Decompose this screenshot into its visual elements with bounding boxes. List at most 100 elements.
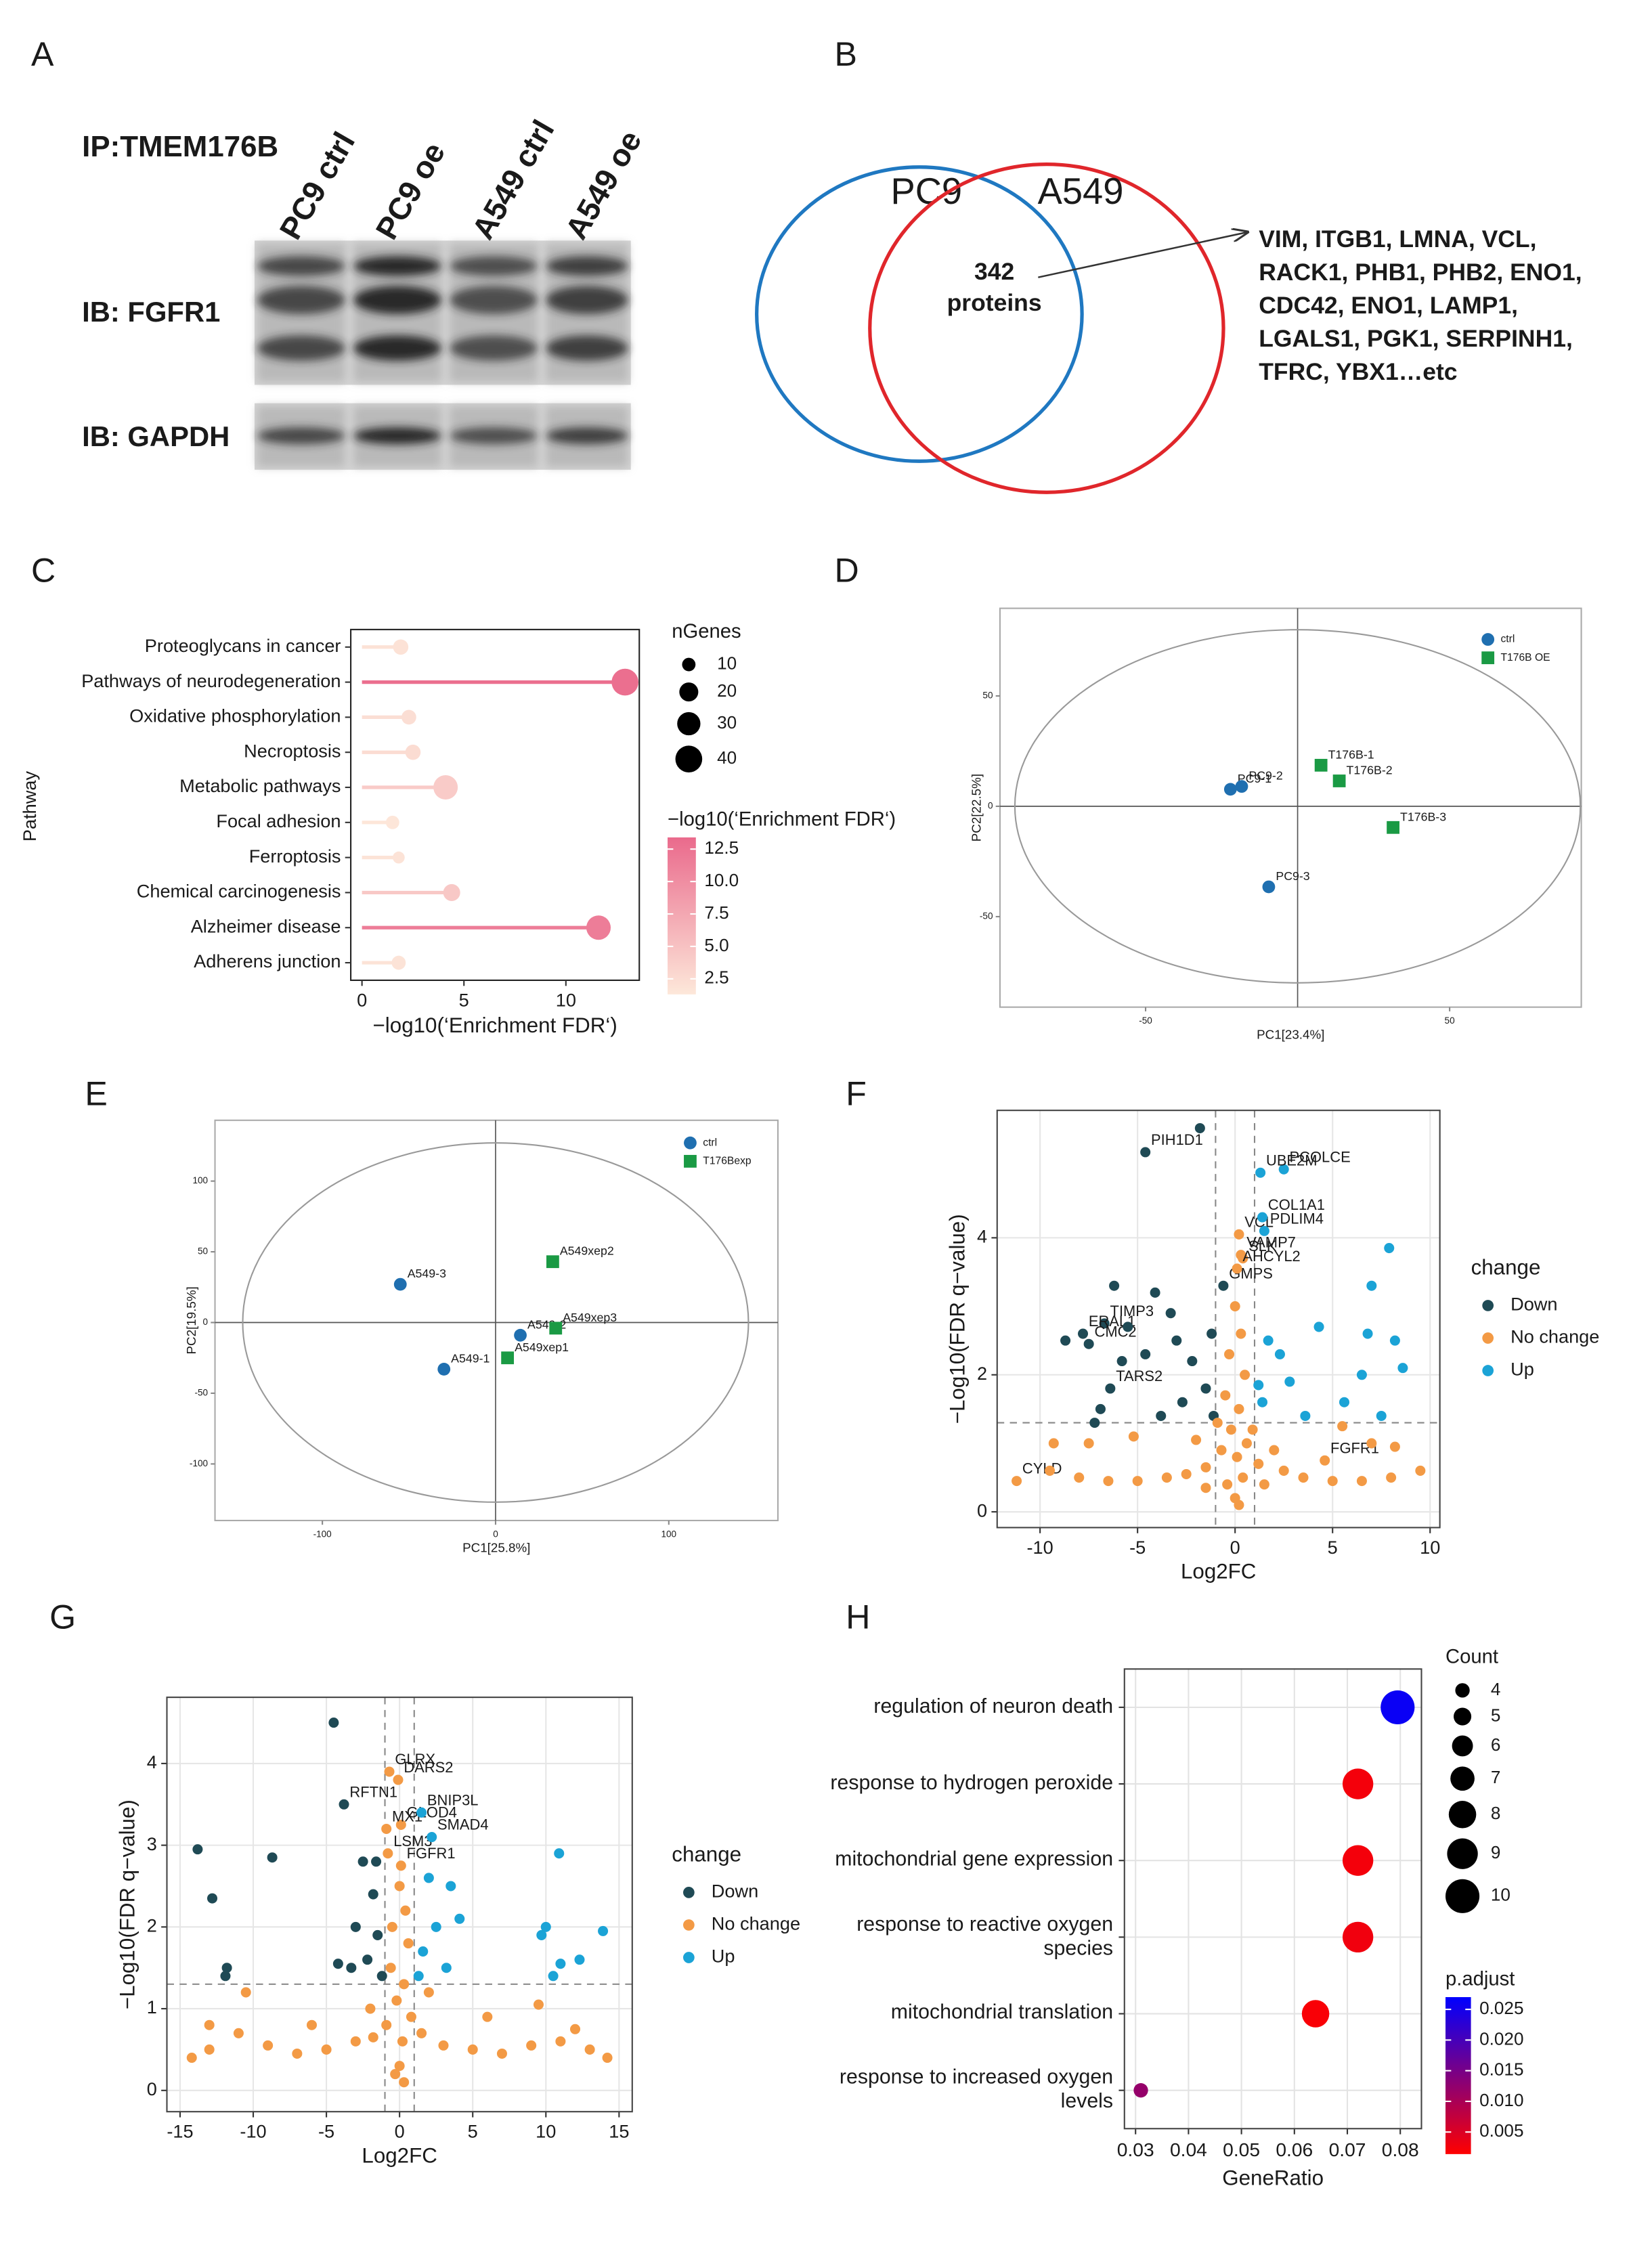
colorbar — [668, 837, 696, 995]
dot — [1133, 2083, 1148, 2098]
point-label: GLOD4 — [407, 1804, 457, 1821]
colorbar-tick-label: 0.010 — [1479, 2090, 1523, 2110]
arrow — [1038, 232, 1247, 278]
y-axis-title: PC2[19.5%] — [184, 1286, 198, 1354]
point-label: VAMP7 — [1246, 1234, 1296, 1251]
venn-circle — [755, 165, 1084, 463]
point — [306, 2019, 317, 2030]
point-label: BNIP3L — [427, 1791, 479, 1808]
point — [393, 1277, 407, 1291]
point — [1191, 1435, 1202, 1445]
size-legend-mark — [1454, 1707, 1472, 1726]
plot-frame — [350, 628, 640, 982]
point — [1257, 1212, 1268, 1223]
category-label: mitochondrial gene expression — [835, 1848, 1114, 1872]
point — [1103, 1476, 1114, 1487]
gene-list-line: TFRC, YBX1…etc — [1259, 358, 1457, 385]
point — [1253, 1458, 1264, 1469]
x-tick-label: 0.05 — [1223, 2139, 1260, 2160]
point — [376, 1971, 387, 1982]
point — [1238, 1253, 1248, 1264]
colorbar-tick-label: 0.015 — [1479, 2059, 1523, 2080]
blot-band — [353, 335, 441, 361]
point — [204, 2019, 215, 2030]
blot-band — [353, 256, 441, 276]
point — [1132, 1476, 1143, 1487]
blot-band — [450, 335, 538, 361]
legend-symbol — [684, 1136, 697, 1150]
point — [418, 1946, 429, 1957]
point — [400, 1905, 411, 1916]
category-label-box: mitochondrial translation — [891, 2002, 1113, 2024]
point — [1083, 1438, 1094, 1449]
blot-band — [546, 286, 628, 315]
point-label: AHCYL2 — [1242, 1248, 1300, 1265]
blot-band — [450, 256, 538, 276]
y-tick-label: 100 — [192, 1175, 208, 1185]
point — [1278, 1164, 1289, 1175]
lane-label: A549 oe — [558, 125, 648, 246]
point — [1161, 1472, 1172, 1483]
point — [1259, 1479, 1269, 1490]
size-legend-mark — [682, 657, 696, 672]
gene-list-line: VIM, ITGB1, LMNA, VCL, — [1259, 225, 1536, 253]
point — [501, 1351, 515, 1365]
row-label: IB: GAPDH — [82, 420, 230, 452]
category-label: response to hydrogen peroxide — [830, 1772, 1114, 1795]
x-tick-label: 0.08 — [1382, 2139, 1419, 2160]
point — [1230, 1301, 1240, 1312]
point — [423, 1873, 434, 1883]
point — [1274, 1349, 1285, 1359]
point — [267, 1852, 278, 1863]
point — [1247, 1424, 1258, 1435]
size-legend-mark — [679, 682, 699, 702]
plot-frame — [166, 1697, 633, 2113]
point — [390, 2069, 401, 2080]
point — [554, 1848, 565, 1859]
point — [1105, 1383, 1116, 1394]
point — [387, 1921, 397, 1932]
y-tick-label: 3 — [147, 1833, 157, 1854]
point — [1150, 1287, 1160, 1298]
lollipop-head — [586, 915, 611, 940]
category-label-box: response to increased oxygen levels — [840, 2067, 1113, 2113]
point — [1232, 1451, 1242, 1462]
point — [1109, 1280, 1120, 1291]
legend-symbol — [1481, 633, 1495, 646]
category-label: Necroptosis — [244, 740, 341, 761]
point — [1259, 1225, 1269, 1236]
point — [1156, 1410, 1167, 1421]
size-legend-mark — [677, 712, 701, 736]
blot-band — [257, 286, 345, 315]
point — [454, 1913, 465, 1924]
point-label: DARS2 — [404, 1759, 453, 1776]
x-tick-label: 5 — [1328, 1537, 1338, 1558]
point — [1060, 1335, 1071, 1346]
y-axis-title: PC2[22.5%] — [969, 774, 983, 842]
point-label: T176B-2 — [1347, 764, 1393, 777]
size-legend-mark — [1447, 1838, 1478, 1869]
panel-label: C — [31, 552, 56, 590]
point — [240, 1987, 251, 1998]
point — [263, 2040, 274, 2051]
legend-label: Down — [712, 1881, 758, 1902]
y-tick-label: 0 — [988, 801, 993, 811]
lollipop-head — [393, 639, 409, 655]
size-legend-label: 10 — [1491, 1885, 1510, 1905]
category-label-box: response to hydrogen peroxide — [830, 1772, 1114, 1795]
point — [533, 1999, 544, 2010]
x-tick-label: -15 — [167, 2121, 193, 2142]
x-tick-label: 10 — [1420, 1537, 1440, 1558]
point — [526, 2040, 537, 2051]
blot-band — [546, 335, 628, 361]
lane-label: A549 ctrl — [465, 114, 561, 245]
panel-label: B — [835, 35, 857, 73]
x-axis-title: Log2FC — [362, 2143, 437, 2167]
size-legend-title: Count — [1446, 1646, 1498, 1667]
point — [1232, 1263, 1242, 1274]
point — [339, 1799, 349, 1810]
lollipop-head — [391, 955, 406, 970]
point — [1123, 1321, 1133, 1332]
legend-title: change — [1471, 1255, 1541, 1279]
point-label: LSM3 — [393, 1833, 432, 1850]
